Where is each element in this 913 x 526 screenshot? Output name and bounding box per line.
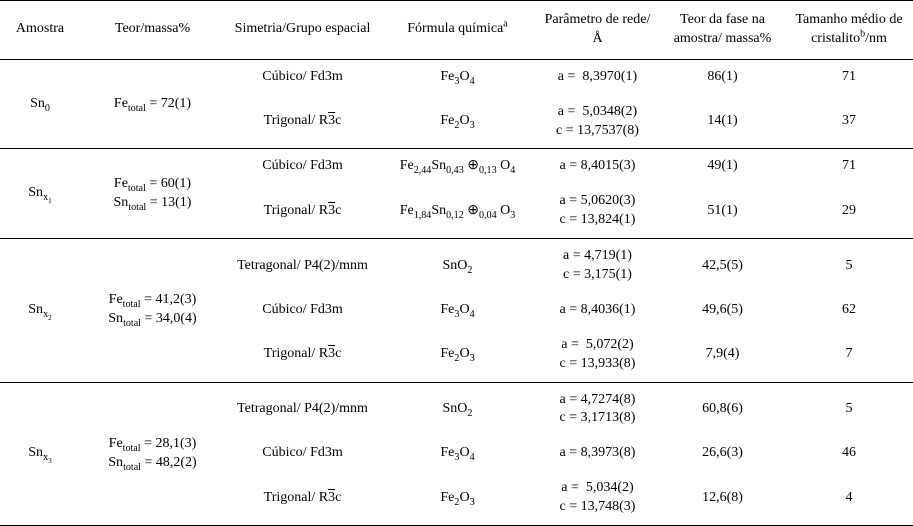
formula-cell: Fe2O3 xyxy=(380,95,535,149)
formula-cell: SnO2 xyxy=(380,382,535,436)
sample-cell: Snx3 xyxy=(0,382,80,525)
size-cell: 29 xyxy=(785,184,913,238)
table-row: Snx1Fetotal = 60(1)Sntotal = 13(1)Cúbico… xyxy=(0,149,913,184)
param-cell: a = 4,7274(8)c = 3,1713(8) xyxy=(535,382,660,436)
sample-cell: Sn0 xyxy=(0,59,80,149)
header-teor: Teor/massa% xyxy=(80,1,225,60)
phase-cell: 51(1) xyxy=(660,184,785,238)
crystallography-table: Amostra Teor/massa% Simetria/Grupo espac… xyxy=(0,0,913,526)
teor-cell: Fetotal = 60(1)Sntotal = 13(1) xyxy=(80,149,225,239)
symmetry-cell: Trigonal/ R3c xyxy=(225,95,380,149)
param-cell: a = 5,072(2)c = 13,933(8) xyxy=(535,328,660,382)
table-row: Snx3Fetotal = 28,1(3)Sntotal = 48,2(2)Te… xyxy=(0,382,913,436)
teor-cell: Fetotal = 28,1(3)Sntotal = 48,2(2) xyxy=(80,382,225,525)
size-cell: 37 xyxy=(785,95,913,149)
param-cell: a = 8,3973(8) xyxy=(535,436,660,471)
size-cell: 71 xyxy=(785,149,913,184)
formula-cell: Fe2O3 xyxy=(380,471,535,525)
param-cell: a = 8,4015(3) xyxy=(535,149,660,184)
teor-cell: Fetotal = 72(1) xyxy=(80,59,225,149)
param-cell: a = 8,4036(1) xyxy=(535,293,660,328)
param-cell: a = 8,3970(1) xyxy=(535,59,660,94)
phase-cell: 42,5(5) xyxy=(660,239,785,293)
param-cell: a = 4,719(1)c = 3,175(1) xyxy=(535,239,660,293)
table-row: Sn0Fetotal = 72(1)Cúbico/ Fd3mFe3O4a = 8… xyxy=(0,59,913,94)
param-cell: a = 5,0348(2)c = 13,7537(8) xyxy=(535,95,660,149)
phase-cell: 12,6(8) xyxy=(660,471,785,525)
phase-cell: 86(1) xyxy=(660,59,785,94)
size-cell: 4 xyxy=(785,471,913,525)
formula-cell: Fe3O4 xyxy=(380,59,535,94)
header-amostra: Amostra xyxy=(0,1,80,60)
symmetry-cell: Trigonal/ R3c xyxy=(225,184,380,238)
symmetry-cell: Cúbico/ Fd3m xyxy=(225,293,380,328)
formula-cell: Fe2,44Sn0,43 ⊕0,13 O4 xyxy=(380,149,535,184)
symmetry-cell: Trigonal/ R3c xyxy=(225,471,380,525)
header-row: Amostra Teor/massa% Simetria/Grupo espac… xyxy=(0,1,913,60)
header-tamanho: Tamanho médio de cristalitob/nm xyxy=(785,1,913,60)
size-cell: 5 xyxy=(785,382,913,436)
sample-cell: Snx1 xyxy=(0,149,80,239)
param-cell: a = 5,0620(3)c = 13,824(1) xyxy=(535,184,660,238)
table-row: Snx2Fetotal = 41,2(3)Sntotal = 34,0(4)Te… xyxy=(0,239,913,293)
phase-cell: 7,9(4) xyxy=(660,328,785,382)
size-cell: 46 xyxy=(785,436,913,471)
size-cell: 71 xyxy=(785,59,913,94)
formula-cell: Fe3O4 xyxy=(380,436,535,471)
formula-cell: Fe2O3 xyxy=(380,328,535,382)
phase-cell: 49,6(5) xyxy=(660,293,785,328)
size-cell: 62 xyxy=(785,293,913,328)
symmetry-cell: Tetragonal/ P4(2)/mnm xyxy=(225,239,380,293)
phase-cell: 14(1) xyxy=(660,95,785,149)
header-parametro: Parâmetro de rede/Å xyxy=(535,1,660,60)
formula-cell: Fe1,84Sn0,12 ⊕0,04 O3 xyxy=(380,184,535,238)
phase-cell: 60,8(6) xyxy=(660,382,785,436)
header-formula: Fórmula químicaa xyxy=(380,1,535,60)
header-teor-fase: Teor da fase na amostra/ massa% xyxy=(660,1,785,60)
phase-cell: 49(1) xyxy=(660,149,785,184)
symmetry-cell: Tetragonal/ P4(2)/mnm xyxy=(225,382,380,436)
size-cell: 5 xyxy=(785,239,913,293)
phase-cell: 26,6(3) xyxy=(660,436,785,471)
sample-cell: Snx2 xyxy=(0,239,80,382)
param-cell: a = 5,034(2)c = 13,748(3) xyxy=(535,471,660,525)
header-simetria: Simetria/Grupo espacial xyxy=(225,1,380,60)
formula-cell: SnO2 xyxy=(380,239,535,293)
symmetry-cell: Cúbico/ Fd3m xyxy=(225,436,380,471)
formula-cell: Fe3O4 xyxy=(380,293,535,328)
teor-cell: Fetotal = 41,2(3)Sntotal = 34,0(4) xyxy=(80,239,225,382)
symmetry-cell: Cúbico/ Fd3m xyxy=(225,149,380,184)
size-cell: 7 xyxy=(785,328,913,382)
symmetry-cell: Cúbico/ Fd3m xyxy=(225,59,380,94)
symmetry-cell: Trigonal/ R3c xyxy=(225,328,380,382)
